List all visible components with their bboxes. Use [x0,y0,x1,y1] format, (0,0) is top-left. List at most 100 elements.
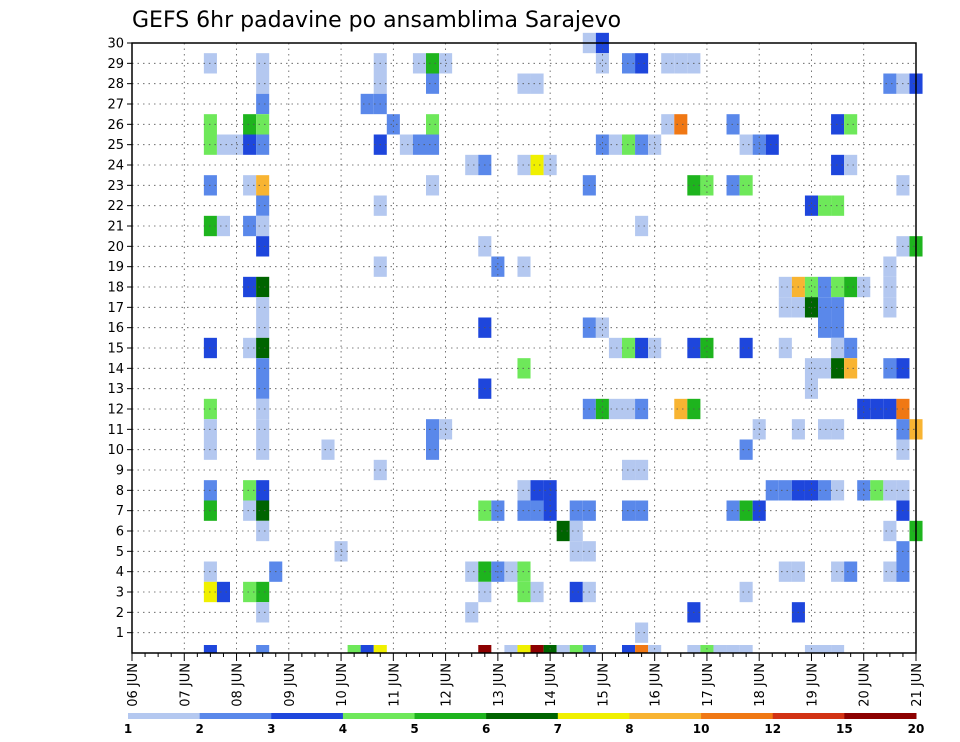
precip-cell [216,134,230,155]
x-tick-label: 08 JUN [231,663,246,707]
precip-cell [661,53,675,74]
precip-cell [256,276,270,298]
precip-cell [256,134,270,155]
precip-cell [739,175,753,196]
y-tick-label: 29 [107,57,124,72]
y-tick-label: 21 [107,220,124,235]
precip-cell [883,297,897,318]
y-tick-label: 22 [107,199,124,214]
y-tick-label: 13 [107,382,124,397]
chart-title: GEFS 6hr padavine po ansamblima Sarajevo [132,8,621,33]
precip-cell [595,53,609,74]
precip-cell [831,419,845,440]
precip-cell [687,645,701,653]
precip-cell [243,581,257,603]
precip-cell [216,215,230,237]
y-tick-label: 11 [107,423,124,438]
precip-cell [883,276,897,298]
x-tick-label: 15 JUN [596,663,611,707]
y-tick-label: 1 [116,626,124,641]
precip-cell [321,439,335,460]
precip-cell [386,114,400,135]
precip-cell [831,317,845,338]
x-tick-label: 06 JUN [126,663,141,707]
colorbar-swatch [772,713,845,719]
precip-cell [739,581,753,603]
precip-cell [831,358,845,379]
precip-cell [256,297,270,318]
grid-layer [131,42,917,653]
y-tick-label: 2 [116,606,124,621]
precip-cell [256,419,270,440]
precip-cell [831,297,845,318]
precip-cell [256,337,270,359]
colorbar-label: 12 [764,722,781,736]
precip-cell [778,297,792,318]
y-tick-label: 16 [107,321,124,336]
precip-cell [517,561,531,582]
precip-cell [243,134,257,155]
y-tick-label: 30 [107,37,124,52]
precip-cell [517,645,531,653]
y-tick-label: 23 [107,179,124,194]
y-tick-label: 15 [107,342,124,357]
y-tick-label: 7 [116,504,124,519]
precip-cell [622,645,636,653]
precip-cell [465,602,479,623]
x-tick-label: 16 JUN [649,663,664,707]
precip-cell [818,419,832,440]
precip-cell [256,215,270,237]
precip-cell [608,337,622,359]
precip-cell [517,358,531,379]
precip-cell [569,581,583,603]
precip-cell [713,645,727,653]
y-tick-label: 9 [116,464,124,479]
precip-cell [831,195,845,216]
precip-cell [622,134,636,155]
precip-cell [556,645,570,653]
precip-cell [831,337,845,359]
precip-cell [569,520,583,542]
precip-cell [517,581,531,603]
precip-cell [426,134,440,155]
precip-cell [426,175,440,196]
x-tick-label: 07 JUN [178,663,193,707]
precip-cell [635,500,649,521]
colorbar-label: 2 [195,722,203,736]
y-tick-label: 6 [116,525,124,540]
precip-cell [674,53,688,74]
y-tick-label: 25 [107,138,124,153]
precip-cell [256,73,270,94]
precip-cell [739,439,753,460]
precip-cell [778,276,792,298]
y-tick-label: 10 [107,443,124,458]
precip-cell [831,561,845,582]
precip-cell [726,500,740,521]
precip-cell [478,645,492,653]
y-tick-label: 3 [116,586,124,601]
precip-cell [256,581,270,603]
y-tick-label: 26 [107,118,124,133]
precip-cell [256,175,270,196]
precip-cell [844,561,858,582]
precip-cell [256,195,270,216]
precip-cell [595,317,609,338]
precip-cell [256,236,270,257]
precip-cell [726,114,740,135]
colorbar-label: 7 [554,722,562,736]
precip-cell [608,134,622,155]
precip-cell [256,645,270,653]
precip-cell [739,645,753,653]
colorbar-label: 3 [267,722,275,736]
precip-cell [804,480,818,501]
precip-cell [608,398,622,420]
precip-cell [243,276,257,298]
precip-cell [256,480,270,501]
y-tick-label: 24 [107,159,124,174]
precip-cell [635,337,649,359]
precip-cell [203,645,217,653]
precip-cell [883,480,897,501]
x-tick-label: 10 JUN [335,663,350,707]
precip-cell [569,645,583,653]
y-tick-label: 18 [107,281,124,296]
